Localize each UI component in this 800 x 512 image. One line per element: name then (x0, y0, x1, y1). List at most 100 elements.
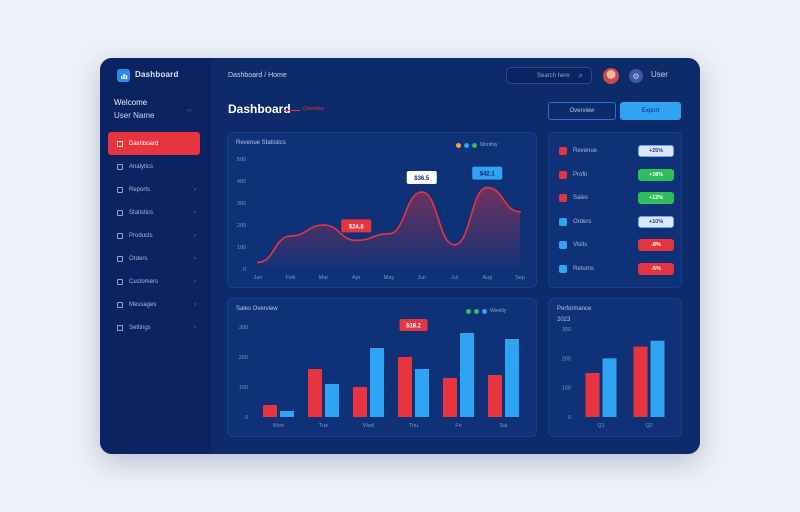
revenue-chart-panel: Revenue Statistics Monthly 0 100 200 300 400… (227, 132, 537, 288)
data-label-bg (341, 219, 372, 233)
chevron-right-icon: › (194, 301, 196, 308)
sales-chart-panel: Sales Overview Weekly 0 100 200 300 Mon Tue We… (227, 298, 537, 437)
bar (488, 375, 502, 417)
sidebar-item-label: Statistics (129, 209, 154, 216)
breadcrumb[interactable]: Dashboard / Home (228, 72, 287, 79)
data-point (420, 191, 423, 193)
y-tick-label: 400 (237, 179, 246, 185)
kpi-badge: +10% (638, 215, 674, 228)
sidebar-item-analytics[interactable]: Analytics (108, 155, 200, 178)
bar (443, 378, 457, 417)
panel-title: Sales Overview (236, 306, 278, 312)
bar (633, 346, 648, 417)
bar (280, 411, 294, 417)
data-label-bg (399, 319, 428, 331)
performance-chart-panel: Performance 2023 0 100 200 300 Q1 Q2 (548, 298, 682, 437)
x-tick-label: Sat (499, 423, 508, 429)
kpi-label: Returns (573, 265, 595, 272)
bar (460, 333, 474, 417)
kpi-row-orders[interactable]: Orders +10% (559, 214, 674, 230)
bar (398, 357, 412, 417)
x-tick-label: Jun (417, 275, 426, 281)
kpi-row-revenue[interactable]: Revenue +25% (559, 143, 674, 159)
kpi-list-panel: Revenue +25% Profit +18% Sales +12% Orders +10%… (548, 132, 682, 288)
sidebar-item-dashboard[interactable]: Dashboard (108, 132, 200, 155)
brand-name: Dashboard (135, 70, 179, 79)
x-tick-label: May (384, 275, 395, 281)
y-tick-label: 300 (237, 201, 246, 207)
data-label-bg (406, 171, 437, 184)
sidebar-item-statistics[interactable]: Statistics › (108, 201, 200, 224)
search-icon[interactable]: ⌕ (578, 71, 583, 80)
chevron-right-icon: › (194, 278, 196, 285)
kpi-badge: -8% (638, 239, 674, 251)
chart-legend: Weekly (466, 308, 506, 314)
kpi-icon (559, 264, 567, 273)
data-point (486, 186, 489, 189)
sidebar-item-label: Dashboard (129, 140, 159, 147)
gear-icon[interactable]: ⚙ (629, 69, 643, 83)
home-icon (117, 140, 123, 147)
more-icon[interactable]: ○ (187, 106, 192, 115)
bar (353, 387, 367, 417)
box-icon (117, 232, 123, 239)
kpi-icon (559, 241, 567, 249)
kpi-badge: -5% (638, 262, 674, 275)
kpi-row-profit[interactable]: Profit +18% (559, 167, 674, 183)
data-label: $36.5 (414, 176, 430, 182)
y-tick-label: 500 (237, 157, 246, 163)
kpi-badge: +25% (638, 145, 674, 157)
sidebar-item-label: Reports (129, 186, 151, 193)
sidebar-item-label: Orders (129, 255, 148, 262)
performance-bar-chart: 0 100 200 300 Q1 Q2 (562, 327, 665, 429)
legend-dot (464, 142, 469, 148)
top-user-name[interactable]: User (651, 70, 668, 79)
sidebar-item-customers[interactable]: Customers › (108, 270, 200, 293)
sales-bar-chart: 0 100 200 300 Mon Tue Wed Thu Fri Sat $18.2 (239, 319, 519, 429)
tab-overview[interactable]: Overview (548, 102, 616, 120)
kpi-row-visits[interactable]: Visits -8% (559, 237, 674, 253)
y-tick-label: 0 (243, 267, 246, 273)
avatar[interactable] (603, 68, 619, 84)
title-divider (284, 110, 300, 111)
legend-text: Monthly (480, 142, 498, 148)
kpi-row-returns[interactable]: Returns -5% (559, 261, 674, 277)
x-tick-label: Jan (254, 275, 263, 281)
x-tick-label: Apr (352, 275, 361, 281)
search-input[interactable]: Search here ⌕ (506, 67, 592, 84)
sidebar-item-label: Settings (129, 324, 151, 331)
y-tick-label: 100 (562, 386, 571, 392)
kpi-label: Revenue (573, 148, 598, 154)
panel-subtitle: 2023 (557, 317, 571, 323)
sidebar-item-label: Products (129, 232, 153, 239)
kpi-icon (559, 147, 567, 155)
chart-icon[interactable] (117, 69, 130, 82)
x-tick-label: Q2 (645, 423, 652, 429)
y-tick-label: 100 (237, 245, 246, 251)
bar (650, 340, 665, 417)
kpi-row-sales[interactable]: Sales +12% (559, 190, 674, 206)
chevron-right-icon: › (194, 232, 196, 239)
users-icon (117, 278, 123, 285)
sidebar-item-settings[interactable]: Settings › (108, 316, 200, 339)
data-label: $42.1 (480, 172, 496, 178)
sidebar-item-products[interactable]: Products › (108, 224, 200, 247)
y-tick-label: 200 (237, 223, 246, 229)
bar (325, 384, 339, 417)
data-point (355, 239, 358, 242)
sidebar-item-reports[interactable]: Reports › (108, 178, 200, 201)
sidebar-item-label: Customers (129, 278, 159, 285)
x-tick-label: Mar (319, 275, 329, 281)
data-label: $24.8 (349, 224, 365, 230)
bar (585, 373, 600, 417)
sidebar-item-messages[interactable]: Messages › (108, 293, 200, 316)
sidebar-item-orders[interactable]: Orders › (108, 247, 200, 270)
export-button[interactable]: Export (620, 102, 681, 120)
data-point (322, 224, 325, 226)
x-tick-label: Mon (273, 423, 284, 429)
x-tick-label: Feb (286, 275, 295, 281)
chart-icon (117, 163, 123, 170)
data-point (388, 232, 390, 235)
data-point (257, 261, 259, 264)
sidebar: Dashboard Welcome User Name ○ Dashboard A… (100, 58, 211, 454)
